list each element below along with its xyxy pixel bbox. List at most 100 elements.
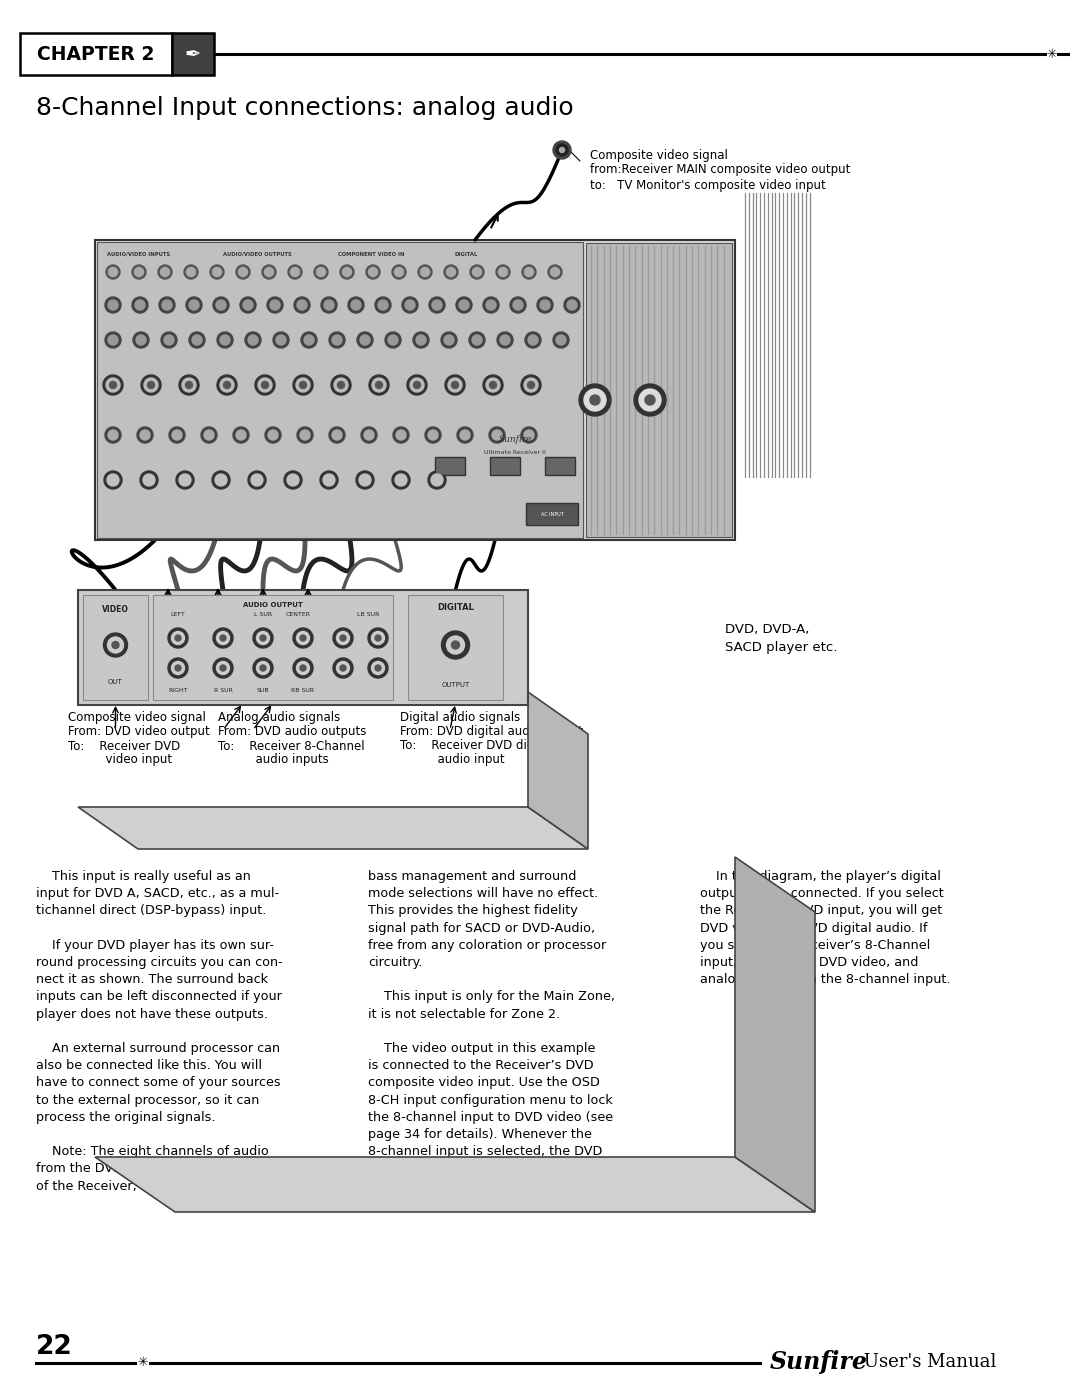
Polygon shape (735, 856, 815, 1213)
Circle shape (216, 631, 229, 644)
Circle shape (359, 474, 372, 486)
Circle shape (216, 662, 229, 675)
Circle shape (168, 658, 188, 678)
Circle shape (257, 662, 270, 675)
Circle shape (245, 332, 261, 348)
Circle shape (348, 298, 364, 313)
Circle shape (172, 662, 185, 675)
Text: AUDIO/VIDEO OUTPUTS: AUDIO/VIDEO OUTPUTS (222, 251, 292, 257)
Text: AC INPUT: AC INPUT (541, 513, 564, 517)
Circle shape (368, 658, 388, 678)
Circle shape (332, 335, 342, 345)
Text: Sunfire: Sunfire (498, 436, 531, 444)
Circle shape (556, 335, 566, 345)
Circle shape (260, 665, 266, 671)
Circle shape (265, 267, 273, 277)
Circle shape (492, 430, 502, 440)
Circle shape (334, 379, 348, 393)
Circle shape (513, 300, 523, 310)
Circle shape (375, 298, 391, 313)
Circle shape (287, 474, 299, 486)
Circle shape (265, 427, 281, 443)
Circle shape (429, 298, 445, 313)
Circle shape (396, 430, 406, 440)
Circle shape (273, 332, 289, 348)
Bar (526, 503, 578, 525)
Circle shape (300, 430, 310, 440)
Circle shape (376, 381, 382, 388)
Circle shape (220, 379, 234, 393)
Circle shape (524, 430, 534, 440)
Circle shape (141, 374, 161, 395)
Circle shape (175, 665, 181, 671)
Text: To:    Receiver DVD digital: To: Receiver DVD digital (400, 739, 553, 753)
Circle shape (179, 374, 199, 395)
Circle shape (107, 474, 119, 486)
Circle shape (378, 300, 388, 310)
Circle shape (472, 335, 482, 345)
Circle shape (525, 332, 541, 348)
Circle shape (525, 267, 534, 277)
Circle shape (168, 629, 188, 648)
Circle shape (469, 332, 485, 348)
Circle shape (369, 374, 389, 395)
Circle shape (441, 332, 457, 348)
Circle shape (108, 300, 118, 310)
Text: RB SUR: RB SUR (292, 687, 314, 693)
Text: RIGHT: RIGHT (168, 687, 188, 693)
Circle shape (486, 300, 496, 310)
Circle shape (201, 427, 217, 443)
Circle shape (297, 662, 310, 675)
Circle shape (413, 332, 429, 348)
Circle shape (143, 474, 156, 486)
Circle shape (293, 629, 313, 648)
Circle shape (168, 427, 185, 443)
Circle shape (451, 641, 459, 650)
Text: Composite video signal: Composite video signal (68, 711, 206, 725)
Circle shape (239, 267, 247, 277)
Text: L SUR: L SUR (254, 612, 272, 617)
Text: Analog audio signals: Analog audio signals (218, 711, 340, 725)
Circle shape (161, 332, 177, 348)
Circle shape (144, 379, 158, 393)
Circle shape (368, 267, 378, 277)
Circle shape (224, 381, 230, 388)
Circle shape (321, 298, 337, 313)
Text: ✳: ✳ (1047, 47, 1057, 60)
Circle shape (388, 335, 399, 345)
Circle shape (105, 332, 121, 348)
Bar (95, 240, 735, 541)
Circle shape (357, 332, 373, 348)
Circle shape (296, 379, 310, 393)
Circle shape (645, 395, 654, 405)
Circle shape (420, 267, 430, 277)
Circle shape (297, 300, 307, 310)
Circle shape (486, 379, 500, 393)
Circle shape (204, 430, 214, 440)
Circle shape (590, 395, 600, 405)
Bar (97, 242, 583, 538)
Circle shape (248, 335, 258, 345)
Circle shape (368, 629, 388, 648)
Circle shape (375, 636, 381, 641)
Circle shape (243, 300, 253, 310)
Circle shape (444, 265, 458, 279)
Circle shape (105, 298, 121, 313)
Circle shape (414, 381, 420, 388)
Circle shape (164, 335, 174, 345)
Circle shape (496, 265, 510, 279)
Circle shape (186, 298, 202, 313)
Circle shape (294, 298, 310, 313)
Circle shape (459, 300, 469, 310)
Circle shape (402, 298, 418, 313)
Circle shape (527, 381, 535, 388)
Circle shape (112, 641, 119, 648)
Circle shape (521, 374, 541, 395)
Circle shape (394, 267, 404, 277)
Circle shape (137, 427, 153, 443)
Circle shape (257, 631, 270, 644)
Circle shape (216, 300, 226, 310)
Circle shape (217, 374, 237, 395)
Bar (408, 595, 503, 700)
Circle shape (395, 474, 407, 486)
